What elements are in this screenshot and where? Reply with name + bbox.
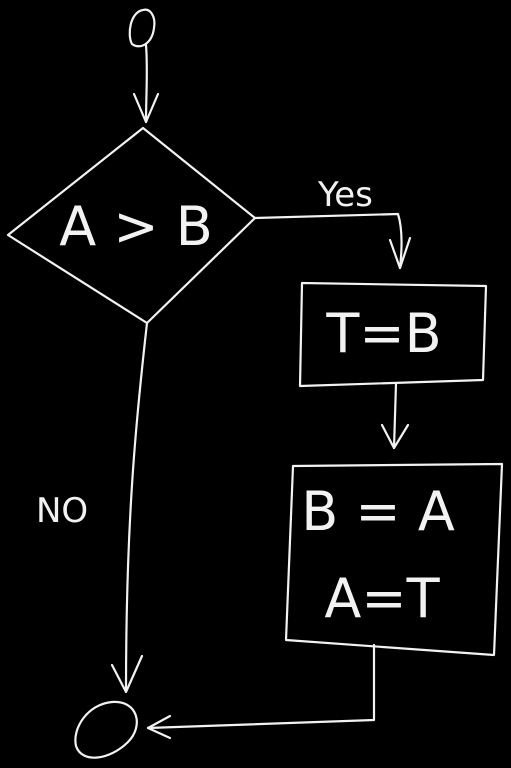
process2-line1: B = A (301, 480, 455, 543)
process2-line2: A=T (324, 567, 440, 630)
start-connector: 0 (128, 8, 156, 48)
process-box-1: T=B (298, 281, 488, 388)
arrow-start-to-decision (132, 43, 160, 124)
arrow-process2-to-end (146, 643, 376, 740)
end-connector (74, 700, 138, 759)
yes-label: Yes (317, 175, 373, 215)
process-box-2: B = A A=T (284, 462, 504, 657)
decision-condition: A > B (59, 195, 213, 258)
yes-branch-arrow (253, 212, 412, 270)
process1-statement: T=B (325, 302, 441, 365)
arrow-process1-to-process2 (380, 382, 410, 450)
no-label: NO (36, 491, 88, 531)
no-branch-arrow (110, 321, 149, 694)
decision-diamond: A > B (6, 126, 257, 325)
